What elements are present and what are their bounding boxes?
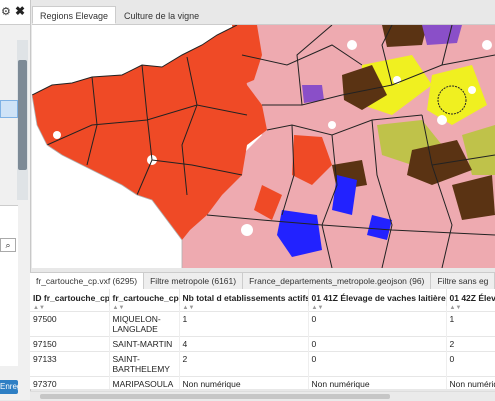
sort-arrows-icon[interactable]: ▲▼ xyxy=(30,305,110,312)
tab-regions-elevage[interactable]: Regions Elevage xyxy=(32,6,117,24)
table-cell: 97133 xyxy=(30,351,110,377)
paris-boundary xyxy=(437,85,467,115)
table-cell: 0 xyxy=(308,311,447,337)
column-header[interactable]: 01 42Z Éleva xyxy=(446,289,495,306)
choropleth-map[interactable] xyxy=(32,25,495,268)
table-cell: MARIPASOULA xyxy=(109,376,180,389)
table-cell: 4 xyxy=(179,336,309,352)
purple-patch-2 xyxy=(302,85,324,103)
table-cell: SAINT-BARTHELEMY xyxy=(109,351,180,377)
column-header[interactable]: fr_cartouche_cp xyxy=(109,289,180,306)
left-panel-header xyxy=(0,0,30,25)
table-cell: 97500 xyxy=(30,311,110,337)
tab-departements[interactable]: France_departements_metropole.geojson (9… xyxy=(243,273,432,289)
brown-patch-2 xyxy=(407,140,472,185)
table-horizontal-scrollbar[interactable] xyxy=(30,391,495,401)
red-patch-2 xyxy=(254,185,282,220)
brown-patch-1 xyxy=(342,65,387,110)
table-cell: 0 xyxy=(308,336,447,352)
table-cell: MIQUELON-LANGLADE xyxy=(109,311,180,337)
tab-filtre-sans[interactable]: Filtre sans eg xyxy=(431,273,495,289)
table-row[interactable]: 97150 SAINT-MARTIN 4 0 2 xyxy=(30,336,495,352)
left-panel: ⌕ Enregistrer xyxy=(0,0,31,400)
data-table-container: ID fr_cartouche_cp fr_cartouche_cp Nb to… xyxy=(30,289,495,389)
table-cell: 97370 xyxy=(30,376,110,389)
sort-arrows-icon[interactable]: ▲▼ xyxy=(446,305,495,312)
table-cell: 2 xyxy=(446,336,495,352)
tab-fr-cartouche[interactable]: fr_cartouche_cp.vxf (6295) xyxy=(30,273,145,289)
save-button[interactable]: Enregistrer xyxy=(0,380,18,394)
sort-arrows-icon[interactable]: ▲▼ xyxy=(308,305,447,312)
column-header[interactable]: 01 41Z Élevage de vaches laitières xyxy=(308,289,447,306)
tab-culture-vigne[interactable]: Culture de la vigne xyxy=(124,11,200,21)
map-view[interactable] xyxy=(32,24,495,268)
yellow-patch-2 xyxy=(427,65,487,125)
gear-icon[interactable]: ⚙ xyxy=(1,6,11,18)
land-cotentin xyxy=(232,25,262,85)
table-cell: 0 xyxy=(446,351,495,377)
sort-indicator-row: ▲▼ ▲▼ ▲▼ ▲▼ ▲▼ xyxy=(30,305,495,312)
red-patch-1 xyxy=(292,135,332,185)
panel-toolbar: ⚙ ✖ xyxy=(0,0,32,22)
purple-patch-1 xyxy=(422,25,462,45)
table-cell: SAINT-MARTIN xyxy=(109,336,180,352)
left-panel-scrollbar[interactable] xyxy=(18,60,27,170)
table-cell: 2 xyxy=(179,351,309,377)
table-cell: Non numérique xyxy=(308,376,447,389)
table-header-row: ID fr_cartouche_cp fr_cartouche_cp Nb to… xyxy=(30,289,495,306)
table-cell: Non numérique xyxy=(446,376,495,389)
brown-patch-5 xyxy=(382,25,427,47)
sort-arrows-icon[interactable]: ▲▼ xyxy=(179,305,309,312)
brown-patch-3 xyxy=(452,175,495,220)
table-cell: 97150 xyxy=(30,336,110,352)
table-row[interactable]: 97500 MIQUELON-LANGLADE 1 0 1 xyxy=(30,311,495,337)
tab-filtre-metropole[interactable]: Filtre metropole (6161) xyxy=(144,273,244,289)
left-panel-list xyxy=(0,205,18,366)
table-cell: 1 xyxy=(179,311,309,337)
column-header[interactable]: Nb total d etablissements actifs xyxy=(179,289,309,306)
column-header[interactable]: ID fr_cartouche_cp xyxy=(30,289,110,306)
table-cell: 0 xyxy=(308,351,447,377)
blue-patch-3 xyxy=(367,215,392,240)
sort-arrows-icon[interactable]: ▲▼ xyxy=(109,305,180,312)
olive-patch-2 xyxy=(462,125,495,175)
data-tabs: fr_cartouche_cp.vxf (6295) Filtre metrop… xyxy=(30,272,495,289)
close-icon[interactable]: ✖ xyxy=(15,4,26,18)
scrollbar-thumb[interactable] xyxy=(40,394,390,399)
land-normandy xyxy=(237,25,362,105)
blue-patch-2 xyxy=(332,175,357,215)
search-icon[interactable]: ⌕ xyxy=(0,238,16,252)
map-tabs: Regions Elevage Culture de la vigne xyxy=(32,6,207,24)
data-table: ID fr_cartouche_cp fr_cartouche_cp Nb to… xyxy=(30,289,495,389)
no-data-patches xyxy=(53,40,492,236)
yellow-patch-1 xyxy=(362,55,432,115)
table-row[interactable]: 97133 SAINT-BARTHELEMY 2 0 0 xyxy=(30,351,495,377)
table-row[interactable]: 97370 MARIPASOULA Non numérique Non numé… xyxy=(30,376,495,389)
table-cell: 1 xyxy=(446,311,495,337)
coastline xyxy=(32,94,183,268)
department-boundaries xyxy=(32,25,495,268)
land-west-red xyxy=(32,25,267,240)
table-cell: Non numérique xyxy=(179,376,309,389)
left-panel-selected-item[interactable] xyxy=(0,100,18,118)
